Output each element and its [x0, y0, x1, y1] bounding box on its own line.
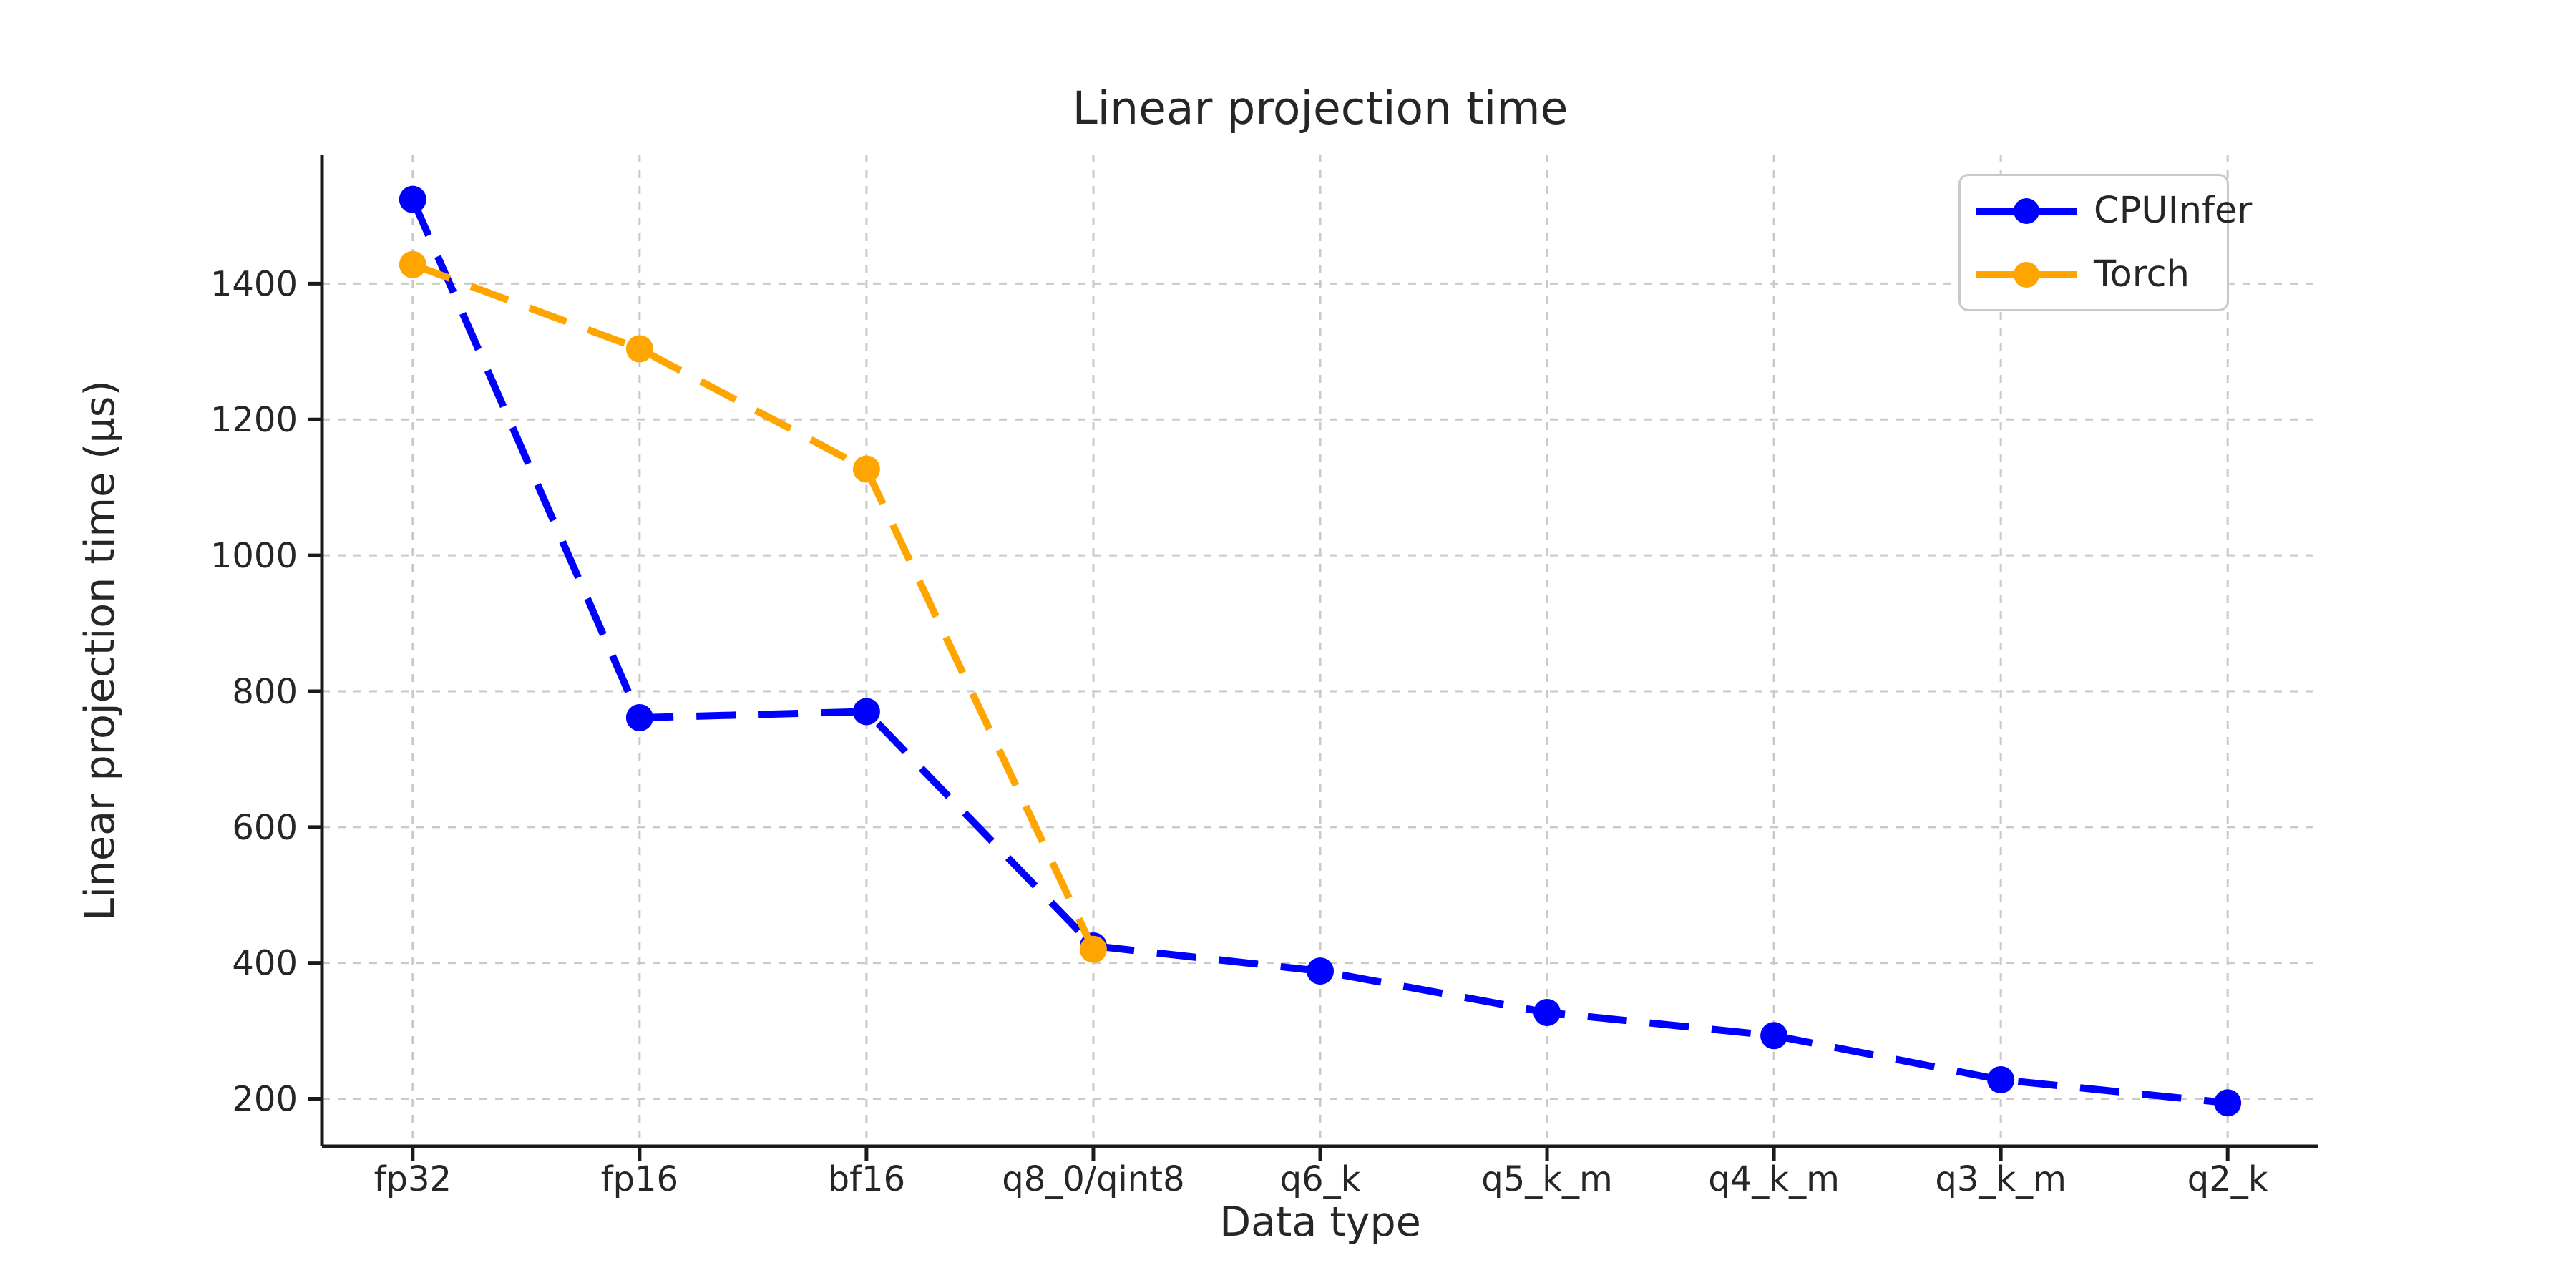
legend: CPUInfer Torch — [1958, 174, 2252, 311]
data-point-Torch-q8_0/qint8 — [1079, 935, 1107, 963]
legend-marker-icon — [2014, 197, 2039, 224]
series-line-CPUInfer — [409, 197, 2228, 1107]
legend-line-sample-torch — [1976, 261, 2077, 288]
y-tick-label: 200 — [232, 1080, 298, 1120]
x-tick-label: fp32 — [374, 1159, 452, 1199]
series-Torch — [399, 250, 1107, 963]
x-axis-label: Data type — [1219, 1199, 1421, 1246]
tick-labels: 200 400 600 800 1000 1200 1400 fp32 fp16 bf16 q8_0… — [210, 264, 2268, 1199]
legend-line-sample-cpuinfer — [1976, 197, 2077, 224]
x-tick-label: q8_0/qint8 — [1002, 1159, 1184, 1199]
x-tick-label: q6_k — [1280, 1159, 1361, 1199]
x-tick-label: q5_k_m — [1481, 1159, 1613, 1199]
legend-item-torch: Torch — [1972, 244, 2215, 305]
data-point-CPUInfer-q3_k_m — [1987, 1065, 2015, 1093]
legend-label-cpuinfer: CPUInfer — [2094, 190, 2253, 232]
data-point-Torch-fp32 — [399, 250, 426, 278]
y-tick-label: 800 — [232, 672, 298, 712]
data-point-Torch-fp16 — [625, 335, 653, 363]
chart-title: Linear projection time — [1072, 82, 1568, 135]
y-tick-label: 1000 — [210, 536, 298, 576]
data-point-CPUInfer-fp32 — [399, 185, 426, 213]
y-tick-label: 600 — [232, 808, 298, 848]
y-tick-label: 1200 — [210, 400, 298, 440]
data-point-CPUInfer-q2_k — [2214, 1089, 2242, 1117]
legend-label-torch: Torch — [2094, 253, 2190, 296]
legend-marker-icon — [2014, 261, 2039, 288]
y-axis-label: Linear projection time (µs) — [77, 380, 124, 921]
data-point-CPUInfer-fp16 — [625, 703, 653, 731]
x-tick-label: bf16 — [828, 1159, 905, 1199]
y-tick-label: 1400 — [210, 264, 298, 304]
data-point-CPUInfer-q4_k_m — [1760, 1022, 1788, 1050]
x-tick-label: q4_k_m — [1708, 1159, 1840, 1199]
series-CPUInfer — [399, 185, 2242, 1117]
x-tick-label: q3_k_m — [1935, 1159, 2067, 1199]
series-line-Torch — [411, 261, 1097, 951]
data-point-Torch-bf16 — [852, 455, 880, 483]
x-tick-label: q2_k — [2187, 1159, 2268, 1199]
data-point-CPUInfer-bf16 — [852, 698, 880, 726]
x-tick-label: fp16 — [601, 1159, 678, 1199]
data-point-CPUInfer-q6_k — [1307, 957, 1334, 985]
legend-item-cpuinfer: CPUInfer — [1972, 180, 2252, 241]
axes-spines — [308, 155, 2318, 1161]
y-tick-label: 400 — [232, 944, 298, 984]
data-point-CPUInfer-q5_k_m — [1533, 998, 1561, 1026]
